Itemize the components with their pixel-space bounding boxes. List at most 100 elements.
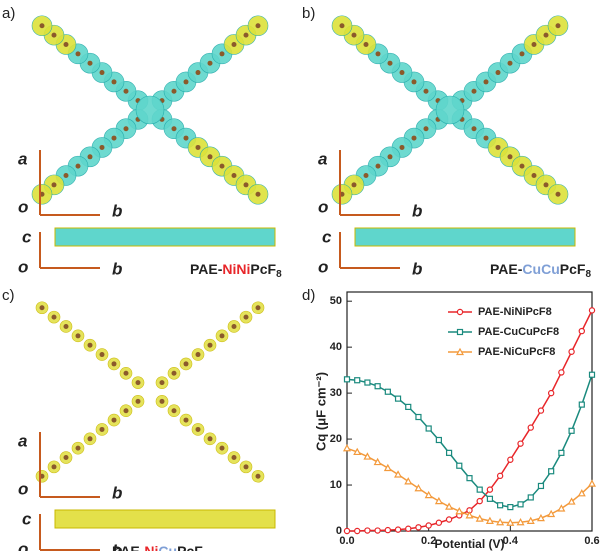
atom <box>99 70 105 76</box>
axis-letter: o <box>18 257 28 276</box>
panel-label: d) <box>302 287 315 304</box>
atom <box>219 51 225 57</box>
data-point <box>435 519 443 526</box>
x-tick-label: 0.0 <box>339 535 354 547</box>
atom <box>219 333 225 339</box>
caption-part: PcF <box>177 543 203 551</box>
data-point <box>374 527 381 534</box>
data-point <box>394 470 403 478</box>
data-point <box>384 388 391 395</box>
atom <box>63 41 69 47</box>
atom <box>399 144 405 150</box>
data-point <box>415 413 422 421</box>
atom <box>195 70 201 76</box>
atom <box>495 144 501 150</box>
data-point <box>476 497 483 505</box>
data-point <box>404 477 413 485</box>
y-tick-label: 20 <box>330 433 342 445</box>
data-point <box>434 496 443 505</box>
density-blob <box>135 95 165 125</box>
y-tick-label: 50 <box>330 295 342 307</box>
caption-part: Cu <box>158 543 177 551</box>
atom <box>483 79 489 85</box>
axis-letter: c <box>22 509 32 528</box>
data-point <box>445 449 453 456</box>
atom <box>51 314 57 320</box>
data-point <box>445 502 454 510</box>
axis-letter: b <box>112 201 122 220</box>
plot-frame <box>346 291 593 532</box>
y-tick-label: 40 <box>330 341 342 353</box>
data-point <box>343 527 351 535</box>
caption-part: 8 <box>585 269 591 280</box>
data-point <box>445 516 453 523</box>
atom <box>375 51 381 57</box>
atom <box>171 88 177 94</box>
side-view <box>54 227 276 247</box>
data-point <box>363 452 372 460</box>
data-point <box>435 436 442 444</box>
data-point <box>364 379 371 386</box>
data-point <box>567 497 576 505</box>
data-point <box>424 490 433 499</box>
caption-part: PAE- <box>490 261 523 277</box>
legend-label: PAE-NiNiPcF8 <box>478 306 552 318</box>
legend-marker <box>456 328 464 336</box>
caption-part: PAE- <box>190 261 223 277</box>
atom <box>507 60 513 66</box>
caption: PAE-CuCuPcF8 <box>490 261 591 280</box>
atom <box>363 41 369 47</box>
data-point <box>517 440 524 447</box>
density-blob <box>435 95 465 125</box>
atom <box>75 445 81 451</box>
data-point <box>465 511 474 519</box>
atom <box>123 408 129 414</box>
data-point <box>517 501 524 508</box>
atom <box>387 154 393 160</box>
data-point <box>527 424 534 431</box>
data-point <box>485 516 494 524</box>
caption-part: NiNi <box>222 261 250 277</box>
atom <box>75 333 81 339</box>
data-point <box>364 527 371 534</box>
data-point <box>537 407 545 414</box>
atom <box>555 191 561 197</box>
data-point <box>507 504 514 511</box>
legend-marker <box>455 347 465 356</box>
series-line <box>347 310 593 532</box>
caption: PAE-NiCuPcF8 <box>112 543 209 551</box>
data-point <box>394 526 402 533</box>
caption-part: PcF <box>560 261 586 277</box>
data-point <box>557 504 566 512</box>
caption-part: CuCu <box>522 261 559 277</box>
atom <box>375 163 381 169</box>
axis-letter: a <box>18 431 27 450</box>
atom <box>63 455 69 461</box>
series-line <box>346 374 593 508</box>
data-point <box>587 479 597 487</box>
data-point <box>342 444 352 452</box>
atom <box>219 445 225 451</box>
data-point <box>548 468 555 475</box>
data-point <box>394 395 402 402</box>
atom <box>135 380 141 386</box>
legend-marker <box>456 308 464 316</box>
data-point <box>558 449 565 456</box>
axis-letter: b <box>112 259 122 278</box>
data-point <box>558 369 565 376</box>
atom <box>351 32 357 38</box>
axis-letter: b <box>412 259 422 278</box>
atom <box>99 352 105 358</box>
caption-part: PcF <box>250 261 276 277</box>
atom <box>255 305 261 311</box>
atom <box>471 88 477 94</box>
data-point <box>383 463 392 472</box>
x-axis-label: Potential (V) <box>434 537 504 551</box>
atom <box>219 163 225 169</box>
atom <box>39 23 45 29</box>
atom <box>51 464 57 470</box>
side-view <box>354 227 576 247</box>
atom <box>87 342 93 348</box>
data-point <box>486 486 494 493</box>
atom <box>495 70 501 76</box>
